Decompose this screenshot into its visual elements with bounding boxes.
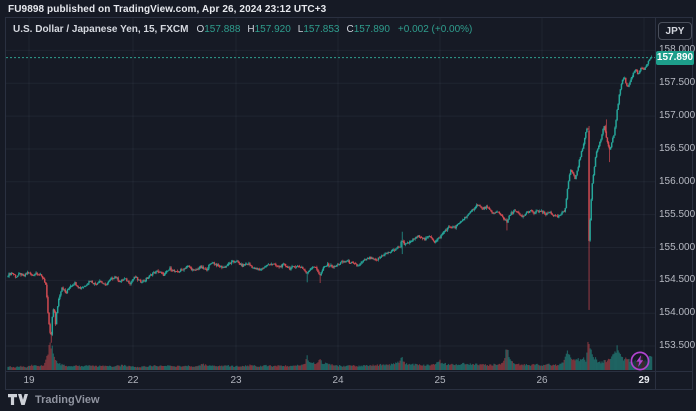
- tradingview-logo: [8, 394, 28, 405]
- price-tick-label: 156.500: [659, 142, 696, 154]
- last-price-label: 157.890: [656, 50, 694, 65]
- currency-toggle-button[interactable]: JPY: [658, 22, 692, 40]
- open-label: O: [196, 24, 205, 35]
- chart-widget-frame: [5, 17, 693, 390]
- price-tick-label: 155.000: [659, 241, 696, 253]
- price-tick-label: 158.000: [659, 44, 696, 56]
- time-tick-label: 23: [230, 375, 242, 386]
- open-value: 157.888: [204, 24, 241, 35]
- price-tick-label: 153.500: [659, 340, 696, 352]
- price-axis-separator: [655, 17, 656, 390]
- high-value: 157.920: [254, 24, 291, 35]
- close-value: 157.890: [353, 24, 390, 35]
- price-tick-label: 154.500: [659, 274, 696, 286]
- low-value: 157.853: [303, 24, 340, 35]
- price-tick-label: 155.500: [659, 208, 696, 220]
- low-label: L: [297, 24, 304, 35]
- price-tick-label: 157.000: [659, 110, 696, 122]
- time-axis-separator: [5, 371, 693, 372]
- brand-name: TradingView: [35, 394, 100, 406]
- symbol-title: U.S. Dollar / Japanese Yen, 15, FXCM: [13, 24, 189, 35]
- time-tick-label: 25: [434, 375, 446, 386]
- high-label: H: [247, 24, 255, 35]
- time-tick-label: 29: [638, 375, 650, 386]
- symbol-legend[interactable]: U.S. Dollar / Japanese Yen, 15, FXCM O15…: [13, 24, 472, 35]
- time-tick-label: 19: [23, 375, 35, 386]
- ohlc-values: O157.888 H157.920 L157.853 C157.890: [196, 24, 389, 35]
- time-tick-label: 22: [127, 375, 139, 386]
- change-value: +0.002 (+0.00%): [397, 24, 473, 35]
- footer-brand[interactable]: TradingView: [8, 394, 100, 406]
- lightning-icon[interactable]: [630, 351, 650, 371]
- chart-canvas[interactable]: [6, 18, 655, 371]
- time-tick-label: 26: [536, 375, 548, 386]
- time-tick-label: 24: [332, 375, 344, 386]
- price-tick-label: 156.000: [659, 175, 696, 187]
- attribution-text: FU9898 published on TradingView.com, Apr…: [8, 4, 327, 15]
- close-label: C: [346, 24, 354, 35]
- price-tick-label: 157.500: [659, 77, 696, 89]
- price-tick-label: 154.000: [659, 307, 696, 319]
